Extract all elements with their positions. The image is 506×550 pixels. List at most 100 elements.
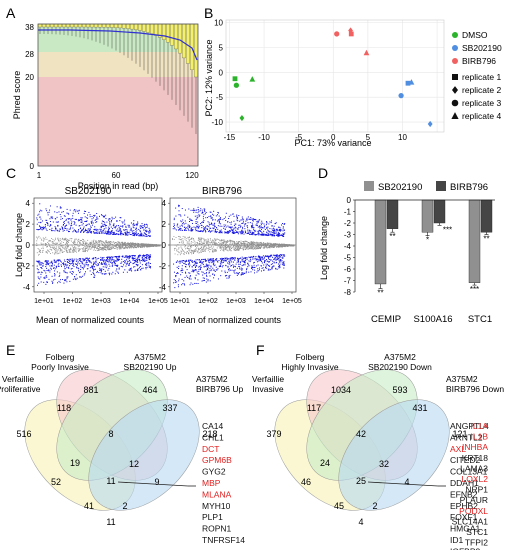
ma-point-sig <box>136 257 138 259</box>
ma-point-sig <box>203 258 205 260</box>
ma-point-ns <box>287 245 289 247</box>
panel-label-f: F <box>256 342 265 358</box>
quality-box <box>42 23 46 28</box>
ma-point-ns <box>278 245 280 247</box>
ma-point-sig <box>202 274 204 276</box>
ma-point-sig <box>36 260 38 262</box>
ma-point-sig <box>63 229 65 231</box>
ma-point-sig <box>70 218 72 220</box>
ma-point-sig <box>272 266 274 268</box>
ma-point-sig <box>37 229 39 231</box>
ma-point-ns <box>100 240 102 242</box>
ma-point-ns <box>203 239 205 241</box>
ma-point-ns <box>230 245 232 247</box>
ma-point-sig <box>86 257 88 259</box>
ma-point-ns <box>196 247 197 249</box>
ma-point-sig <box>36 217 38 219</box>
ma-point-sig <box>205 228 207 230</box>
ma-point-sig <box>217 278 219 280</box>
ma-point-sig <box>63 222 65 224</box>
ma-point-ns <box>40 242 42 244</box>
ma-point-ns <box>238 245 240 247</box>
ma-point-ns <box>127 246 129 248</box>
ma-point-sig <box>229 261 231 263</box>
ma-point-sig <box>138 259 140 261</box>
ma-point-sig <box>117 257 119 259</box>
ma-point-sig <box>202 259 204 261</box>
ma-point-sig <box>197 217 199 219</box>
ma-point-ns <box>74 241 76 243</box>
ma-point-sig <box>176 260 178 262</box>
ma-point-sig <box>235 263 237 265</box>
ma-point-ns <box>45 243 47 245</box>
ma-point-ns <box>258 245 260 247</box>
ma-point-sig <box>96 216 98 218</box>
ma-point-sig <box>238 273 240 275</box>
ma-point-sig <box>80 269 82 271</box>
ma-point-sig <box>73 259 75 261</box>
ma-point-sig <box>252 269 254 271</box>
ma-point-sig <box>280 229 282 231</box>
ma-point-ns <box>232 240 234 242</box>
ma-point-ns <box>216 244 218 246</box>
ma-point-sig <box>239 257 241 259</box>
ma-point-ns <box>82 250 84 252</box>
ma-point-sig <box>266 226 268 228</box>
ma-point-sig <box>80 221 82 223</box>
ma-point-sig <box>116 257 118 259</box>
ma-point-ns <box>191 245 193 247</box>
ma-point-ns <box>61 241 63 243</box>
ma-point-sig <box>282 230 284 232</box>
ma-point-ns <box>83 239 84 240</box>
ma-point-sig <box>277 232 279 234</box>
ma-point-ns <box>63 250 65 252</box>
ma-point-ns <box>246 241 248 243</box>
ma-point-ns <box>199 242 201 244</box>
ma-point-sig <box>275 232 277 234</box>
ma-point-ns <box>221 242 223 244</box>
ma-point-sig <box>73 266 75 268</box>
pca-point <box>239 114 245 122</box>
ma-point-sig <box>61 228 63 230</box>
ma-point-ns <box>87 248 89 250</box>
ma-point-ns <box>188 239 190 240</box>
ma-point-sig <box>209 223 211 225</box>
ma-point-sig <box>109 265 111 267</box>
ma-point-sig <box>75 274 77 276</box>
ma-point-ns <box>178 238 180 240</box>
ma-point-ns <box>214 250 216 252</box>
ma-point-sig <box>203 228 205 230</box>
ma-point-ns <box>128 245 130 247</box>
ma-point-ns <box>226 249 228 251</box>
ma-point-sig <box>133 266 135 268</box>
ma-point-sig <box>145 263 147 265</box>
ma-point-sig <box>217 261 219 263</box>
ma-point-sig <box>231 229 233 231</box>
ma-point-ns <box>59 238 61 240</box>
ma-point-sig <box>115 216 117 218</box>
ma-point-ns <box>235 249 237 251</box>
ma-point-sig <box>138 228 140 230</box>
ma-point-ns <box>224 243 226 245</box>
ma-point-sig <box>283 262 285 264</box>
ma-point-ns <box>180 252 182 254</box>
ma-point-sig <box>265 265 267 267</box>
ma-point-sig <box>203 273 205 275</box>
ma-point-sig <box>139 230 141 232</box>
ma-point-ns <box>184 252 185 254</box>
quality-box <box>90 23 94 28</box>
ma-point-sig <box>84 216 86 218</box>
ma-point-sig <box>210 260 212 262</box>
ma-point-sig <box>273 258 275 260</box>
ma-point-sig <box>95 218 97 220</box>
ma-point-ns <box>203 245 205 247</box>
ma-point-ns <box>131 243 133 245</box>
ma-point-sig <box>57 221 59 223</box>
pca-xlabel: PC1: 73% variance <box>294 138 371 148</box>
pca-point <box>334 31 340 37</box>
ma-point-ns <box>257 243 259 245</box>
ma-point-sig <box>42 227 44 229</box>
ma-point-ns <box>149 243 151 245</box>
ma-point-sig <box>251 226 253 228</box>
ma-point-sig <box>104 273 106 275</box>
